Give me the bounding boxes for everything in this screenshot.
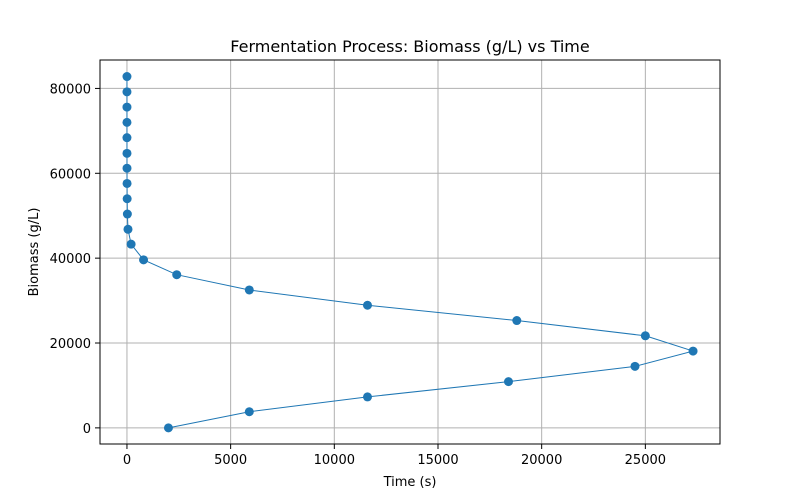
- data-point: [122, 87, 132, 97]
- data-point: [123, 224, 133, 234]
- y-tick-label: 0: [83, 422, 91, 437]
- data-point: [244, 285, 254, 295]
- plot-frame: [99, 59, 721, 445]
- data-point: [122, 72, 132, 82]
- x-tick-label: 15000: [417, 453, 458, 468]
- y-tick-label: 40000: [50, 252, 91, 267]
- x-tick-label: 0: [123, 453, 131, 468]
- y-tick-label: 60000: [50, 167, 91, 182]
- data-point: [122, 209, 132, 219]
- data-point: [122, 133, 132, 143]
- data-point: [122, 148, 132, 158]
- data-point: [122, 194, 132, 204]
- series: [122, 72, 698, 433]
- data-point: [630, 361, 640, 371]
- data-point: [122, 117, 132, 127]
- data-point: [362, 300, 372, 310]
- y-tick-label: 20000: [50, 337, 91, 352]
- data-point: [688, 346, 698, 356]
- x-tick-label: 20000: [521, 453, 562, 468]
- data-point: [122, 102, 132, 112]
- series-line: [126, 76, 695, 429]
- grid: [100, 60, 720, 444]
- data-point: [512, 316, 522, 326]
- data-point: [122, 163, 132, 173]
- y-axis-ticks: 0 20000 40000 60000 80000: [50, 82, 100, 437]
- x-axis-ticks: 0 5000 10000 15000 20000 25000: [123, 444, 666, 468]
- data-point: [362, 392, 372, 402]
- x-axis-title: Time (s): [383, 475, 437, 490]
- x-tick-label: 5000: [214, 453, 247, 468]
- chart-title: Fermentation Process: Biomass (g/L) vs T…: [230, 37, 589, 56]
- y-tick-label: 80000: [50, 82, 91, 97]
- data-point: [503, 377, 513, 387]
- data-point: [163, 423, 173, 433]
- y-axis-title: Biomass (g/L): [27, 208, 42, 297]
- x-tick-label: 25000: [625, 453, 666, 468]
- data-point: [126, 239, 136, 249]
- data-point: [139, 255, 149, 265]
- data-point: [122, 178, 132, 188]
- data-point: [244, 407, 254, 417]
- data-point: [172, 270, 182, 280]
- data-point: [640, 331, 650, 341]
- x-tick-label: 10000: [314, 453, 355, 468]
